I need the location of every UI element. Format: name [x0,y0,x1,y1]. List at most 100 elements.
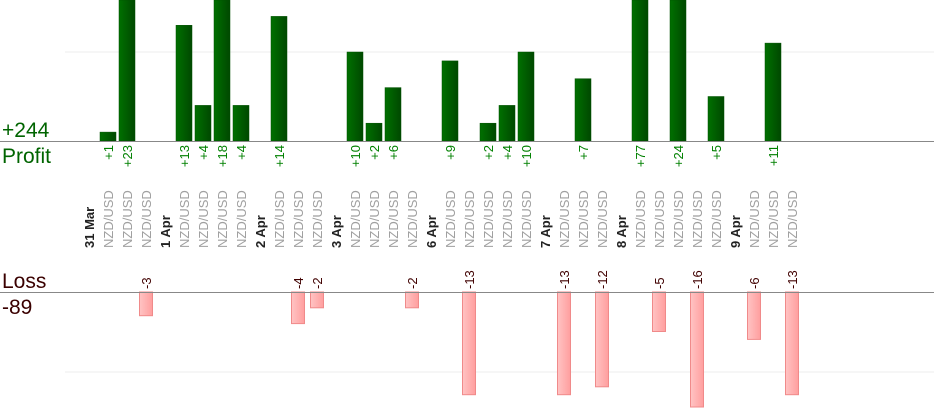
symbol-label: NZD/USD [215,190,230,248]
symbol-label: NZD/USD [481,190,496,248]
profit-bar [498,105,516,142]
profit-bar [365,122,383,142]
profit-value-label: +13 [177,145,192,167]
profit-value-label: +4 [234,145,249,160]
profit-value-label: +2 [367,145,382,160]
symbol-label: NZD/USD [196,190,211,248]
date-label: 7 Apr [538,215,553,248]
profit-label: Profit [2,145,51,168]
symbol-label: NZD/USD [557,190,572,248]
loss-value-label: -16 [690,270,705,289]
profit-bar [213,0,231,142]
loss-bar [139,291,153,317]
profit-bar [517,51,535,142]
profit-value-label: +77 [633,145,648,167]
profit-value-label: +4 [196,145,211,160]
profit-bar [764,42,782,142]
symbol-label: NZD/USD [348,190,363,248]
symbol-label: NZD/USD [367,190,382,248]
symbol-label: NZD/USD [766,190,781,248]
date-label: 1 Apr [158,215,173,248]
symbol-label: NZD/USD [595,190,610,248]
symbol-label: NZD/USD [500,190,515,248]
date-label: 9 Apr [728,215,743,248]
loss-bar [690,291,704,408]
loss-bar [557,291,571,396]
profit-bar [574,78,592,142]
symbol-label: NZD/USD [234,190,249,248]
loss-value-label: -5 [652,277,667,289]
loss-bar [405,291,419,309]
loss-bar [462,291,476,396]
profit-bar [479,122,497,142]
loss-bar [595,291,609,388]
symbol-label: NZD/USD [652,190,667,248]
symbol-label: NZD/USD [747,190,762,248]
symbol-label: NZD/USD [310,190,325,248]
profit-bar [631,0,649,142]
profit-bar [346,51,364,142]
profit-value-label: +10 [519,145,534,167]
date-label: 8 Apr [614,215,629,248]
profit-value-label: +6 [386,145,401,160]
profit-value-label: +11 [766,145,781,166]
symbol-label: NZD/USD [177,190,192,248]
loss-value-label: -2 [310,277,325,289]
profit-value-label: +23 [120,145,135,167]
symbol-label: NZD/USD [519,190,534,248]
symbol-label: NZD/USD [633,190,648,248]
symbol-label: NZD/USD [405,190,420,248]
symbol-label: NZD/USD [101,190,116,248]
symbol-label: NZD/USD [120,190,135,248]
profit-value-label: +1 [101,145,116,160]
symbol-label: NZD/USD [139,190,154,248]
profit-value-label: +7 [576,145,591,160]
profit-value-label: +14 [272,145,287,167]
profit-bar [232,105,250,142]
date-label: 2 Apr [253,215,268,248]
loss-value-label: -13 [462,270,477,289]
loss-value-label: -6 [747,277,762,289]
loss-value-label: -12 [595,270,610,289]
symbol-label: NZD/USD [462,190,477,248]
profit-bar [270,16,288,142]
loss-value-label: -2 [405,277,420,289]
profit-bar [99,131,117,142]
profit-bar [384,87,402,142]
symbol-label: NZD/USD [576,190,591,248]
symbol-label: NZD/USD [443,190,458,248]
loss-total: -89 [2,296,32,319]
symbol-label: NZD/USD [671,190,686,248]
symbol-label: NZD/USD [690,190,705,248]
profit-value-label: +10 [348,145,363,167]
date-label: 31 Mar [82,207,97,248]
symbol-label: NZD/USD [709,190,724,248]
profit-bar [707,96,725,142]
profit-total: +244 [2,119,50,142]
loss-value-label: -3 [139,277,154,289]
loss-bar [310,291,324,309]
loss-bar [747,291,761,340]
profit-bar [441,60,459,142]
symbol-label: NZD/USD [785,190,800,248]
loss-label: Loss [2,270,46,293]
loss-bar [291,291,305,325]
date-label: 3 Apr [329,215,344,248]
profit-value-label: +24 [671,145,686,167]
profit-value-label: +2 [481,145,496,160]
profit-value-label: +18 [215,145,230,167]
profit-bar [194,105,212,142]
loss-bar [652,291,666,332]
loss-value-label: -13 [785,270,800,289]
symbol-label: NZD/USD [386,190,401,248]
loss-bar [785,291,799,396]
profit-value-label: +9 [443,145,458,160]
profit-bar [669,0,687,142]
loss-value-label: -13 [557,270,572,289]
symbol-label: NZD/USD [272,190,287,248]
profit-value-label: +4 [500,145,515,160]
profit-bar [118,0,136,142]
loss-value-label: -4 [291,277,306,289]
profit-value-label: +5 [709,145,724,160]
